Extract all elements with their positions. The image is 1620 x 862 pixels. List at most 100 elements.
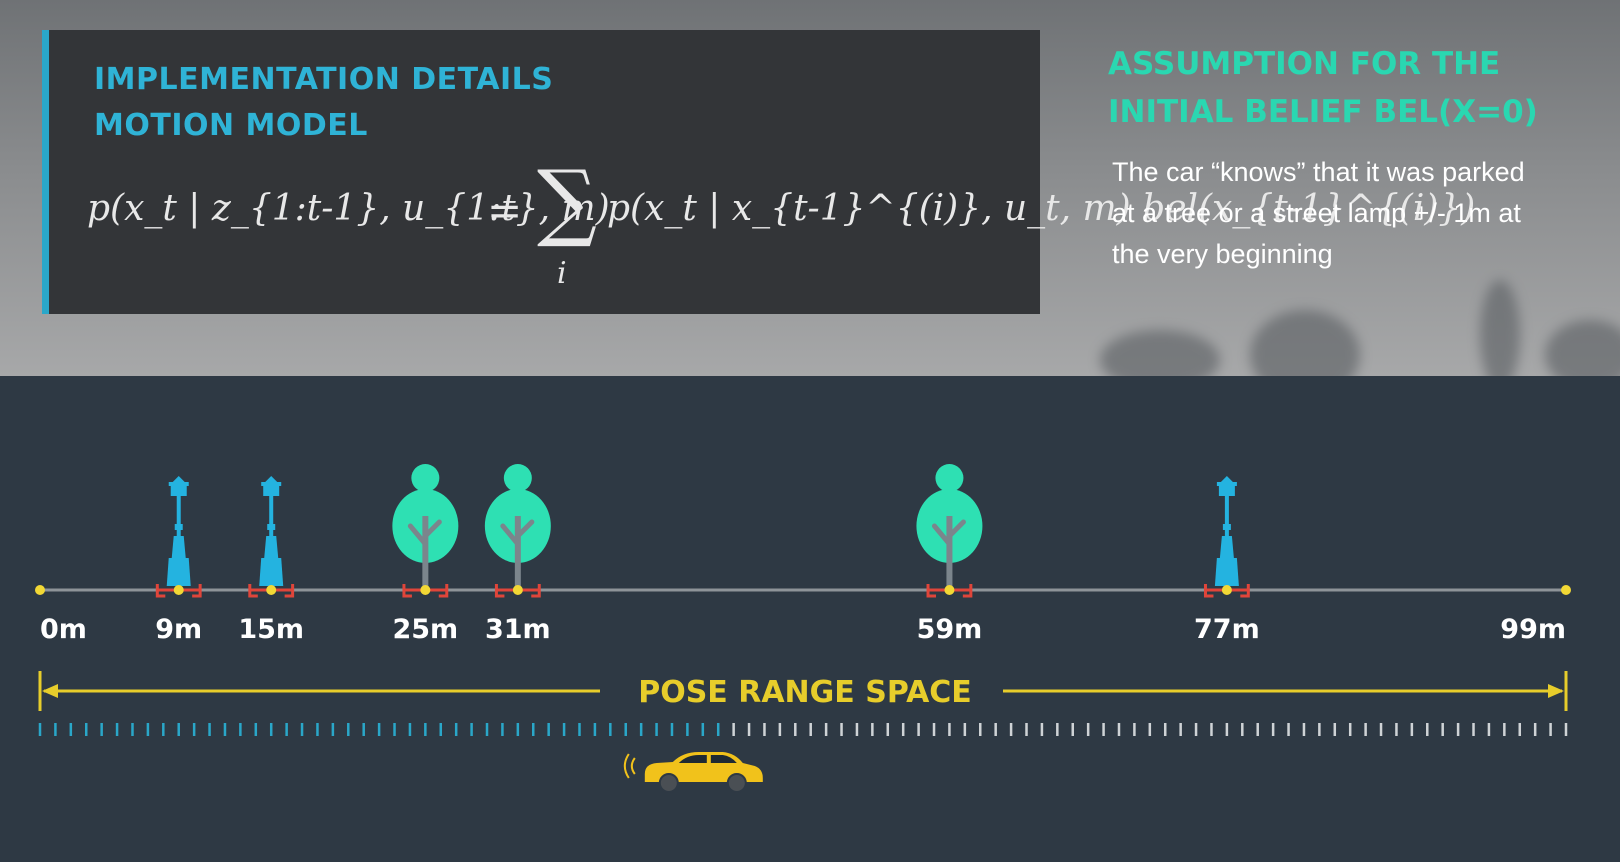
pose-tick bbox=[1426, 723, 1429, 736]
tree-icon bbox=[392, 464, 459, 598]
pose-tick bbox=[254, 723, 258, 736]
pose-tick bbox=[377, 723, 381, 736]
pose-tick bbox=[917, 723, 920, 736]
pose-tick bbox=[963, 723, 967, 736]
pose-tick bbox=[624, 723, 627, 736]
pose-tick bbox=[763, 723, 766, 736]
car-icon bbox=[623, 752, 763, 793]
pose-tick bbox=[38, 723, 42, 736]
pose-ticks bbox=[38, 723, 1568, 736]
street-lamp-icon bbox=[1203, 476, 1250, 598]
panel-title-line1: IMPLEMENTATION DETAILS bbox=[94, 62, 554, 97]
pose-tick bbox=[1503, 723, 1506, 736]
pose-tick bbox=[855, 723, 859, 736]
pose-tick bbox=[424, 723, 427, 736]
pose-tick bbox=[1071, 723, 1074, 736]
pose-tick bbox=[1163, 723, 1167, 736]
pose-tick bbox=[439, 723, 443, 736]
pose-tick bbox=[1549, 723, 1552, 736]
assumption-title-line2: INITIAL BELIEF BEL(X=0) bbox=[1108, 94, 1538, 130]
pose-tick bbox=[1025, 723, 1028, 736]
street-lamp-icon bbox=[155, 476, 202, 598]
pose-tick bbox=[1364, 723, 1367, 736]
assumption-text: The car “knows” that it was parked at a … bbox=[1112, 157, 1525, 269]
pose-tick bbox=[1348, 723, 1352, 736]
pose-tick bbox=[1395, 723, 1398, 736]
pose-tick bbox=[100, 723, 103, 736]
axis-label-9m: 9m bbox=[155, 614, 202, 645]
pose-tick bbox=[1241, 723, 1244, 736]
pose-tick bbox=[1210, 723, 1213, 736]
pose-tick bbox=[1133, 723, 1136, 736]
landmarks-layer bbox=[35, 464, 1571, 598]
pose-tick bbox=[1225, 723, 1229, 736]
summation-index: i bbox=[557, 256, 567, 291]
motion-model-formula: p(x_t | z_{1:t-1}, u_{1:t}, m) = ∑ i p(x… bbox=[87, 152, 1475, 300]
pose-range-label: POSE RANGE SPACE bbox=[638, 675, 972, 710]
pose-tick bbox=[578, 723, 581, 736]
pose-tick bbox=[639, 723, 643, 736]
pose-tick bbox=[1194, 723, 1198, 736]
pose-tick bbox=[1302, 723, 1306, 736]
pose-tick bbox=[1117, 723, 1121, 736]
pose-tick bbox=[747, 723, 751, 736]
pose-tick bbox=[732, 723, 735, 736]
tree-icon bbox=[916, 464, 983, 598]
formula-rhs: p(x_t | x_{t-1}^{(i)}, u_t, m) bel(x_{t-… bbox=[607, 188, 1476, 229]
pose-tick bbox=[485, 723, 489, 736]
pose-tick bbox=[901, 723, 905, 736]
pose-tick bbox=[1287, 723, 1290, 736]
pose-tick bbox=[177, 723, 180, 736]
summation-symbol: ∑ bbox=[537, 152, 597, 250]
pose-tick bbox=[1318, 723, 1321, 736]
pose-tick bbox=[1271, 723, 1275, 736]
pose-tick bbox=[1487, 723, 1491, 736]
pose-tick bbox=[115, 723, 119, 736]
pose-tick bbox=[1564, 723, 1568, 736]
pose-tick bbox=[316, 723, 319, 736]
motion-model-panel: IMPLEMENTATION DETAILS MOTION MODEL p(x_… bbox=[42, 30, 1475, 314]
pose-tick bbox=[701, 723, 705, 736]
pose-tick bbox=[300, 723, 304, 736]
pose-tick bbox=[54, 723, 57, 736]
pose-tick bbox=[824, 723, 828, 736]
pose-tick bbox=[223, 723, 227, 736]
pose-tick bbox=[871, 723, 874, 736]
pose-tick bbox=[593, 723, 597, 736]
pose-tick bbox=[131, 723, 134, 736]
pose-tick bbox=[886, 723, 890, 736]
pose-tick bbox=[532, 723, 535, 736]
pose-tick bbox=[562, 723, 566, 736]
axis-label-59m: 59m bbox=[917, 614, 983, 645]
axis-label-77m: 77m bbox=[1194, 614, 1260, 645]
assumption-title-line1: ASSUMPTION FOR THE bbox=[1108, 46, 1501, 82]
axis-label-31m: 31m bbox=[485, 614, 551, 645]
pose-range-diagram: 0m 99m 9m 15m 25m 31m 59m 77m POSE RANGE SPACE bbox=[35, 464, 1571, 793]
street-lamp-icon bbox=[248, 476, 295, 598]
pose-tick bbox=[840, 723, 843, 736]
pose-tick bbox=[655, 723, 658, 736]
pose-tick bbox=[1441, 723, 1444, 736]
pose-tick bbox=[716, 723, 720, 736]
pose-tick bbox=[670, 723, 674, 736]
axis-label-15m: 15m bbox=[238, 614, 304, 645]
pose-tick bbox=[331, 723, 335, 736]
pose-tick bbox=[1056, 723, 1059, 736]
pose-tick bbox=[285, 723, 288, 736]
pose-tick bbox=[84, 723, 88, 736]
pose-tick bbox=[809, 723, 812, 736]
pose-tick bbox=[1518, 723, 1522, 736]
pose-tick bbox=[1086, 723, 1090, 736]
pose-tick bbox=[162, 723, 165, 736]
assumption-title: ASSUMPTION FOR THE INITIAL BELIEF BEL(X=… bbox=[1108, 40, 1538, 136]
pose-tick bbox=[269, 723, 273, 736]
pose-tick bbox=[470, 723, 473, 736]
pose-tick bbox=[979, 723, 982, 736]
pose-tick bbox=[686, 723, 689, 736]
formula-lhs: p(x_t | z_{1:t-1}, u_{1:t}, m) bbox=[87, 188, 610, 229]
pose-tick bbox=[547, 723, 550, 736]
pose-tick bbox=[794, 723, 797, 736]
axis-label-25m: 25m bbox=[392, 614, 458, 645]
pose-tick bbox=[1379, 723, 1383, 736]
pose-tick bbox=[1009, 723, 1013, 736]
